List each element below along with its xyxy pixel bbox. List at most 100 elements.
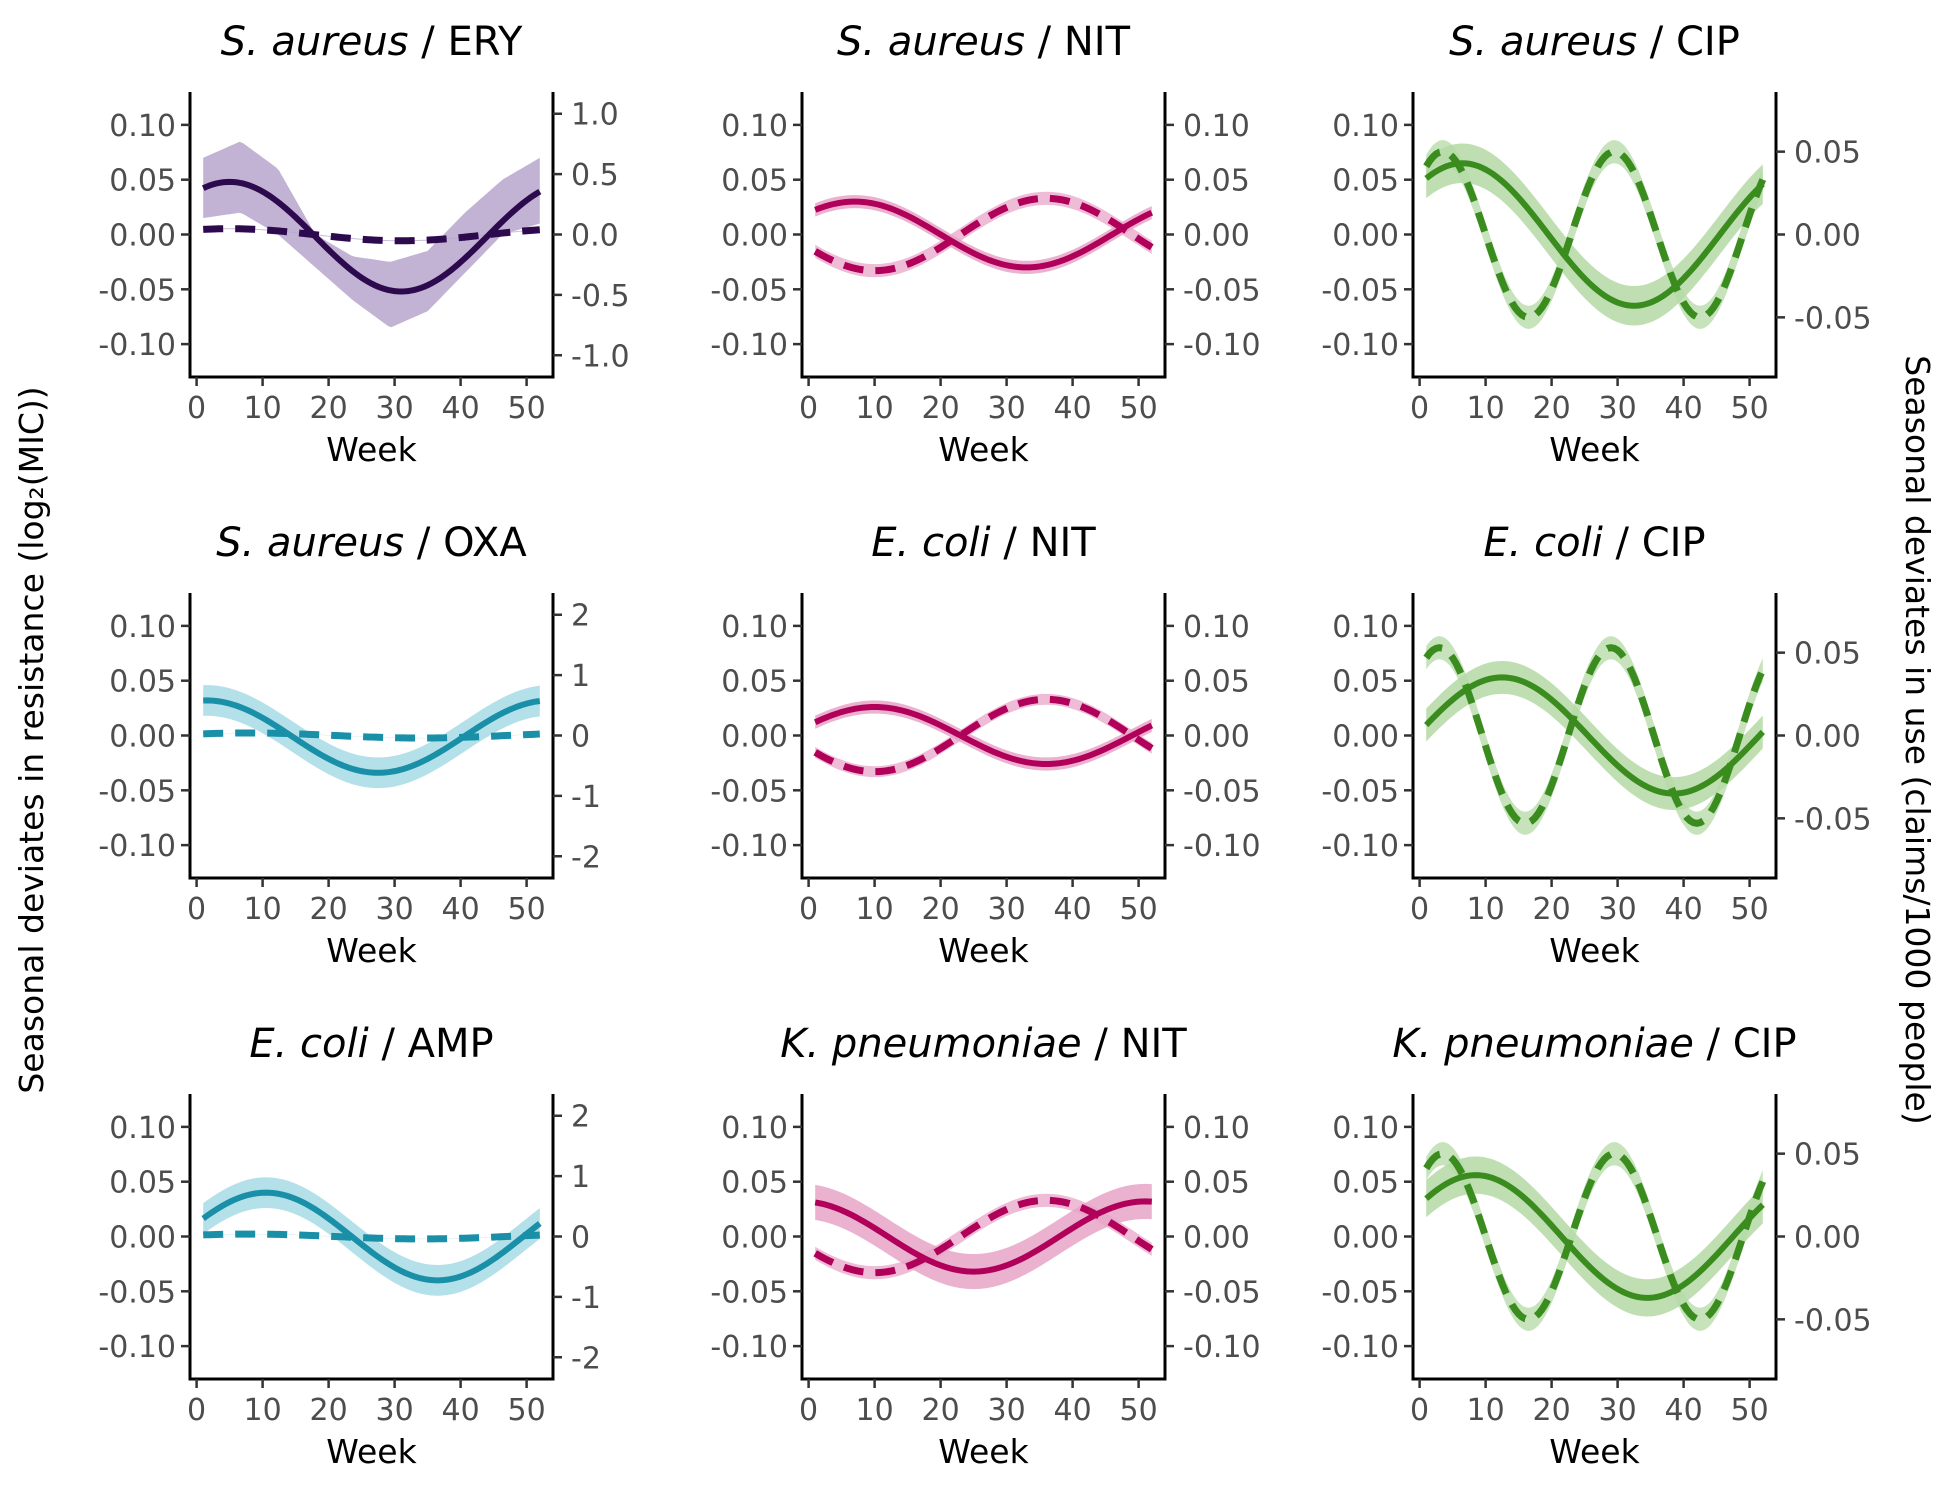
panel-title-drug: / ERY — [409, 19, 523, 65]
resistance-line — [814, 1198, 1152, 1275]
panel-title: S. aureus / CIP — [1449, 19, 1740, 65]
x-tick-label: 40 — [442, 892, 480, 927]
panel-title-species: E. coli — [1483, 520, 1602, 566]
x-tick-label: 0 — [187, 391, 206, 426]
y-tick-label-right: 2 — [571, 1100, 590, 1135]
x-tick-label: 0 — [187, 1393, 206, 1428]
use-line — [1423, 148, 1767, 321]
y-tick-label-left: 0.10 — [721, 610, 788, 645]
y-tick-label-right: -1 — [571, 780, 601, 815]
y-tick-label-right: 0.05 — [1183, 1166, 1250, 1201]
y-tick-label-left: 0.00 — [109, 219, 176, 254]
y-tick-label-left: 0.05 — [1332, 164, 1399, 199]
use-line — [813, 194, 1154, 275]
panel-3: S. aureus / CIP 0 10 20 30 40 50 Week 0.10 0.05 0.… — [1321, 19, 1871, 469]
x-axis-label: Week — [326, 1432, 417, 1471]
panel-title-drug: / NIT — [1025, 19, 1131, 65]
y-tick-label-left: 0.10 — [109, 1111, 176, 1146]
x-tick-label: 30 — [988, 1393, 1026, 1428]
x-tick-label: 0 — [799, 892, 818, 927]
y-tick-label-right: 0.05 — [1183, 164, 1250, 199]
y-tick-label-right: 0.10 — [1183, 610, 1250, 645]
x-tick-label: 50 — [1120, 892, 1158, 927]
y-tick-label-right: 1 — [571, 1160, 590, 1195]
y-tick-label-left: 0.05 — [109, 1166, 176, 1201]
y-tick-label-right: 0.05 — [1794, 136, 1861, 171]
x-axis-label: Week — [938, 430, 1029, 469]
use-line — [203, 729, 540, 742]
y-axis-label-right: Seasonal deviates in use (claims/1000 pe… — [1898, 355, 1937, 1124]
panel-2: S. aureus / NIT 0 10 20 30 40 50 Week 0.10 0.05 0.… — [710, 19, 1260, 469]
y-tick-label-left: 0.00 — [1332, 219, 1399, 254]
y-tick-label-left: 0.00 — [109, 720, 176, 755]
y-tick-label-right: -2 — [571, 1341, 601, 1376]
panel-title-drug: / OXA — [404, 520, 527, 566]
panel-title-species: S. aureus — [216, 520, 404, 566]
y-tick-label-left: 0.10 — [1332, 610, 1399, 645]
panel-title-drug: / CIP — [1637, 19, 1740, 65]
panel-title-drug: / CIP — [1603, 520, 1706, 566]
y-tick-label-left: 0.10 — [721, 1111, 788, 1146]
y-tick-label-left: 0.00 — [721, 219, 788, 254]
panel-title: S. aureus / NIT — [837, 19, 1131, 65]
x-axis-label: Week — [938, 1432, 1029, 1471]
y-tick-label-left: -0.10 — [1321, 829, 1399, 864]
x-tick-label: 40 — [442, 1393, 480, 1428]
y-tick-label-left: -0.05 — [98, 273, 176, 308]
y-tick-label-right: 0.00 — [1794, 720, 1861, 755]
x-tick-label: 30 — [376, 391, 414, 426]
x-tick-label: 40 — [442, 391, 480, 426]
y-tick-label-left: -0.10 — [710, 328, 788, 363]
x-tick-label: 10 — [244, 1393, 282, 1428]
y-tick-label-left: 0.10 — [1332, 109, 1399, 144]
y-tick-label-left: -0.05 — [710, 774, 788, 809]
x-tick-label: 10 — [856, 391, 894, 426]
y-tick-label-left: 0.05 — [109, 665, 176, 700]
y-tick-label-right: 0 — [571, 1221, 590, 1256]
panel-9: K. pneumoniae / CIP 0 10 20 30 40 50 Week 0.10 0.… — [1321, 1021, 1871, 1471]
y-tick-label-left: -0.05 — [710, 273, 788, 308]
y-tick-label-right: -0.05 — [1183, 1275, 1261, 1310]
y-tick-label-right: -2 — [571, 840, 601, 875]
y-tick-label-left: 0.05 — [1332, 665, 1399, 700]
resistance-line — [814, 198, 1154, 271]
x-axis-label: Week — [326, 931, 417, 970]
y-tick-label-left: 0.10 — [1332, 1111, 1399, 1146]
x-tick-label: 40 — [1054, 1393, 1092, 1428]
y-tick-label-right: -0.10 — [1183, 328, 1261, 363]
x-axis-label: Week — [938, 931, 1029, 970]
y-tick-label-left: 0.00 — [721, 1221, 788, 1256]
y-tick-label-left: 0.00 — [1332, 1221, 1399, 1256]
x-tick-label: 20 — [922, 1393, 960, 1428]
y-tick-label-right: 0 — [571, 720, 590, 755]
x-tick-label: 50 — [1120, 391, 1158, 426]
use-line — [203, 225, 541, 245]
y-tick-label-right: 0.10 — [1183, 1111, 1250, 1146]
resistance-ci-band — [1426, 660, 1763, 811]
x-tick-label: 10 — [1467, 892, 1505, 927]
panel-title: E. coli / CIP — [1483, 520, 1705, 566]
x-axis-label: Week — [326, 430, 417, 469]
y-tick-label-left: -0.05 — [1321, 273, 1399, 308]
x-tick-label: 20 — [310, 391, 348, 426]
x-tick-label: 0 — [1410, 892, 1429, 927]
y-tick-label-left: 0.05 — [109, 164, 176, 199]
y-tick-label-right: 0.5 — [571, 158, 619, 193]
panel-title-drug: / NIT — [991, 520, 1097, 566]
panel-8: K. pneumoniae / NIT 0 10 20 30 40 50 Week 0.10 0.… — [710, 1021, 1260, 1471]
y-tick-label-right: 1 — [571, 659, 590, 694]
resistance-ci-band — [815, 195, 1152, 274]
x-axis-label: Week — [1549, 931, 1640, 970]
y-tick-label-right: -0.10 — [1183, 829, 1261, 864]
y-tick-label-left: 0.10 — [721, 109, 788, 144]
x-tick-label: 40 — [1665, 892, 1703, 927]
panel-5: E. coli / NIT 0 10 20 30 40 50 Week 0.10 0.05 0.00… — [710, 520, 1260, 970]
y-tick-label-left: -0.05 — [1321, 774, 1399, 809]
y-tick-label-right: -0.5 — [571, 279, 630, 314]
x-tick-label: 20 — [1533, 892, 1571, 927]
x-tick-label: 20 — [1533, 1393, 1571, 1428]
resistance-line — [203, 697, 541, 776]
x-tick-label: 50 — [1120, 1393, 1158, 1428]
